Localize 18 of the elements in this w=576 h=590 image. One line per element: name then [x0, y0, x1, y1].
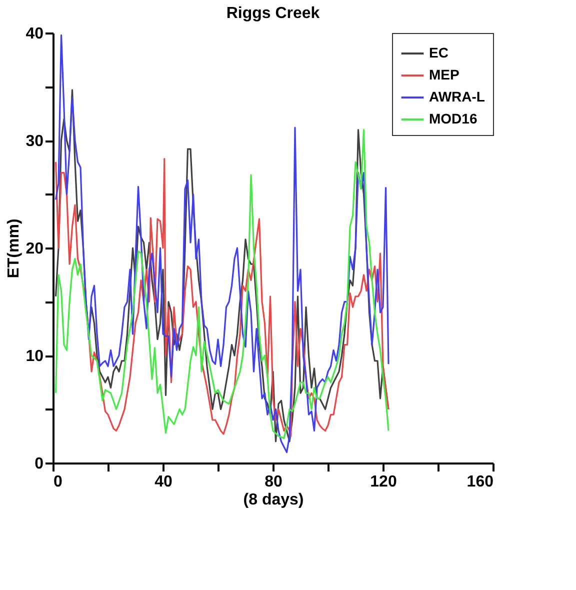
y-tick-label: 40 [26, 26, 44, 42]
legend-label: MOD16 [429, 110, 478, 126]
x-axis-title: (8 days) [243, 492, 304, 508]
x-tick-label: 120 [370, 474, 397, 490]
y-tick-label: 10 [26, 348, 44, 365]
line-series [54, 34, 390, 454]
x-tick-label: 0 [54, 474, 62, 490]
chart-title: Riggs Creek [226, 5, 320, 22]
x-tick-label: 80 [264, 474, 282, 490]
y-axis-title: ET(mm) [6, 218, 23, 278]
legend-label: AWRA-L [429, 88, 486, 104]
y-tick-label: 20 [26, 240, 44, 258]
legend-label: MEP [429, 66, 460, 82]
y-tick-label: 30 [26, 133, 44, 150]
x-tick-label: 40 [154, 474, 172, 490]
legend-label: EC [429, 44, 448, 60]
y-tick-label: 0 [34, 456, 44, 472]
x-tick-label: 160 [466, 474, 494, 490]
